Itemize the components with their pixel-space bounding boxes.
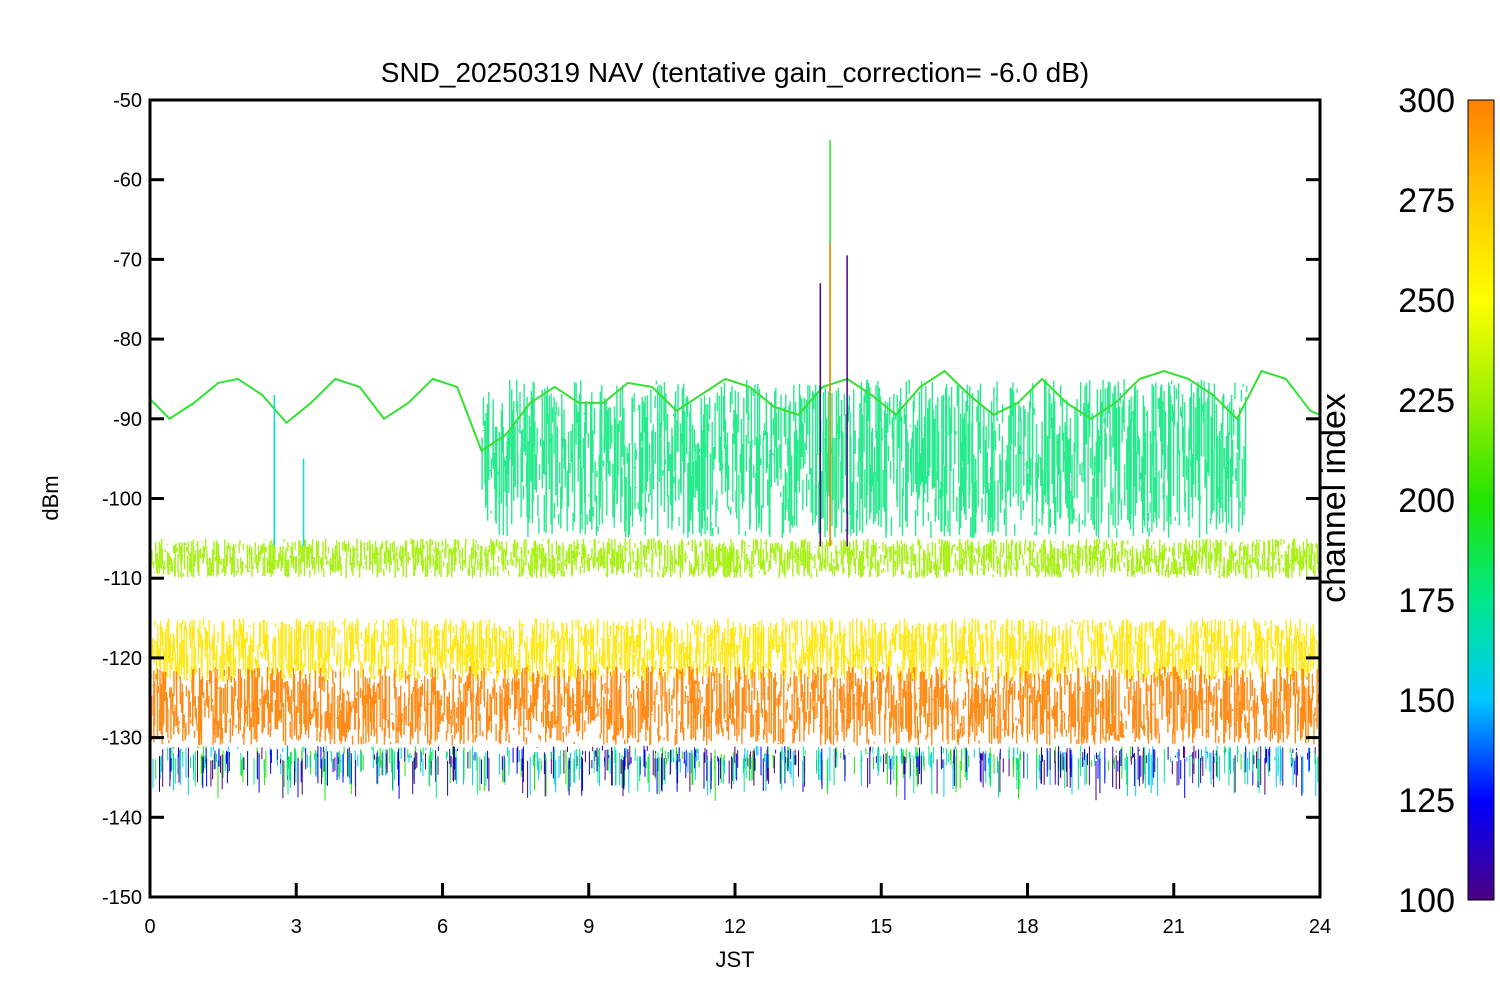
y-tick-label: -150: [102, 887, 142, 909]
y-axis: -50 -60 -70 -80 -90 -100 -110 -120 -130 -140 -150: [102, 90, 1320, 909]
x-tick-label: 3: [291, 916, 302, 938]
colorbar-tick-label: 100: [1398, 882, 1455, 920]
colorbar-label: channel index: [1315, 393, 1353, 603]
x-tick-label: 18: [1016, 916, 1038, 938]
x-tick-label: 15: [870, 916, 892, 938]
colorbar-tick-label: 125: [1398, 782, 1455, 820]
x-tick-label: 6: [437, 916, 448, 938]
x-tick-label: 21: [1163, 916, 1185, 938]
plot-area: [150, 139, 1320, 801]
noise-band: [150, 538, 1320, 579]
colorbar-tick-label: 150: [1398, 682, 1455, 720]
x-tick-label: 12: [724, 916, 746, 938]
y-tick-label: -140: [102, 807, 142, 829]
x-tick-label: 24: [1309, 916, 1331, 938]
y-axis-label: dBm: [38, 475, 63, 520]
y-tick-label: -90: [113, 409, 142, 431]
noise-outliers: [152, 745, 1320, 801]
x-axis-label: JST: [715, 947, 754, 972]
y-tick-label: -80: [113, 329, 142, 351]
series-line: [150, 369, 1320, 453]
colorbar-tick-label: 175: [1398, 582, 1455, 620]
colorbar: [1467, 99, 1495, 901]
y-tick-label: -70: [113, 249, 142, 271]
chart-title: SND_20250319 NAV (tentative gain_correct…: [381, 57, 1089, 88]
x-axis: 0 3 6 9 12 15 18 21 24: [144, 883, 1331, 938]
colorbar-tick-label: 200: [1398, 482, 1455, 520]
x-tick-label: 9: [583, 916, 594, 938]
colorbar-tick-label: 225: [1398, 382, 1455, 420]
y-tick-label: -120: [102, 648, 142, 670]
y-tick-label: -50: [113, 90, 142, 112]
colorbar-ticks: 300 275 250 225 200 175 150 125 100: [1398, 82, 1455, 920]
colorbar-tick-label: 250: [1398, 282, 1455, 320]
y-tick-label: -110: [103, 568, 142, 590]
y-tick-label: -60: [113, 170, 142, 192]
y-tick-label: -100: [102, 489, 142, 511]
colorbar-tick-label: 300: [1398, 82, 1455, 120]
y-tick-label: -130: [102, 728, 142, 750]
x-tick-label: 0: [144, 916, 155, 938]
noise-band: [150, 618, 1320, 682]
noise-band: [481, 379, 1248, 539]
colorbar-tick-label: 275: [1398, 182, 1455, 220]
